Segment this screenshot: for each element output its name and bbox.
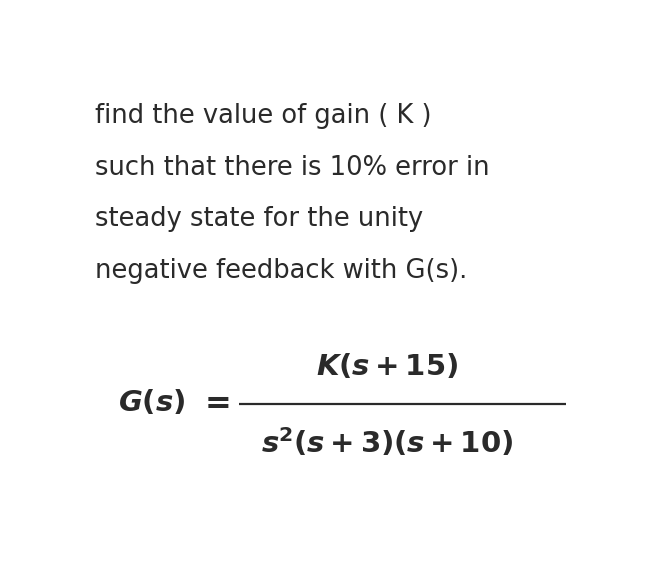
Text: steady state for the unity: steady state for the unity: [95, 206, 424, 232]
Text: $\boldsymbol{s}^{\boldsymbol{2}}\boldsymbol{(s+3)(s+10)}$: $\boldsymbol{s}^{\boldsymbol{2}}\boldsym…: [261, 426, 513, 459]
Text: $\boldsymbol{G}\boldsymbol{(}\boldsymbol{s}\boldsymbol{)}$: $\boldsymbol{G}\boldsymbol{(}\boldsymbol…: [118, 388, 185, 417]
Text: negative feedback with G(s).: negative feedback with G(s).: [95, 258, 467, 284]
Text: such that there is 10% error in: such that there is 10% error in: [95, 155, 490, 181]
Text: $\boldsymbol{K}\boldsymbol{(s+}$$\boldsymbol{15)}$: $\boldsymbol{K}\boldsymbol{(s+}$$\boldsy…: [315, 352, 458, 381]
Text: $\mathbf{=}$: $\mathbf{=}$: [197, 387, 229, 418]
Text: find the value of gain ( K ): find the value of gain ( K ): [95, 103, 432, 129]
